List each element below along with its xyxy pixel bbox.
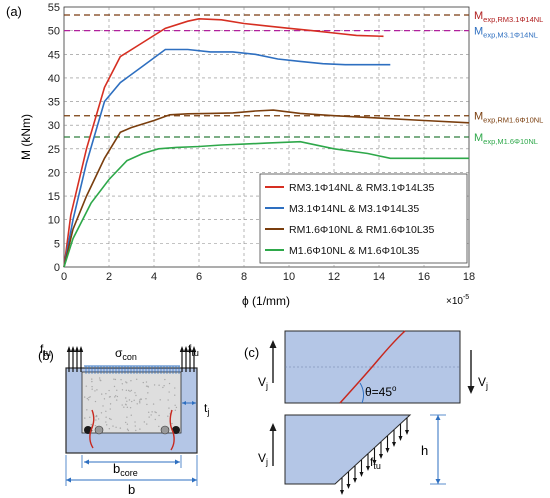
- legend-label-3: M1.6Φ10NL & M1.6Φ10L35: [289, 245, 419, 257]
- x-tick-5: 10: [283, 271, 295, 283]
- series-line-2: [63, 109, 470, 268]
- rebar-left-inner: [94, 425, 104, 435]
- x-tick-8: 16: [418, 271, 430, 283]
- ftu-arrows-right: [179, 346, 197, 372]
- vj-bottom-label: Vj: [258, 451, 268, 467]
- reference-labels: Mexp,RM3.1Φ14NL Mexp,M3.1Φ14NL Mexp,RM1.6Φ…: [474, 10, 543, 146]
- x-tick-7: 14: [373, 271, 385, 283]
- chart-area: 0 2 4 6 8 10 12 14 16 18 0 5 10 15 20 25 30 35 40 45 50 55 ϕ…: [19, 2, 543, 308]
- y-tick-2: 10: [48, 215, 60, 227]
- panel-label-b: (b): [38, 348, 54, 363]
- y-tick-9: 45: [48, 49, 60, 61]
- series-line-0: [63, 17, 384, 268]
- ftu-left-label: ftu: [40, 342, 51, 358]
- ftu-diagonal-arrows: [340, 418, 409, 495]
- ref-label-0: Mexp,RM3.1Φ14NL: [474, 10, 543, 24]
- h-label: h: [421, 443, 428, 458]
- y-tick-4: 20: [48, 167, 60, 179]
- panel-label-c: (c): [244, 345, 259, 360]
- tj-label: tj: [204, 401, 209, 417]
- legend-label-0: RM3.1Φ14NL & RM3.1Φ14L35: [289, 182, 435, 194]
- ref-label-3: Mexp,M1.6Φ10NL: [474, 132, 538, 146]
- ftu-right-label: ftu: [188, 342, 199, 358]
- b-label: b: [128, 482, 135, 497]
- ref-label-1: Mexp,M3.1Φ14NL: [474, 26, 538, 40]
- rebar-right: [172, 426, 180, 434]
- theta-label: θ=45o: [365, 384, 397, 399]
- sigma-con-label: σcon: [115, 346, 137, 362]
- rebar-right-inner: [160, 425, 170, 435]
- legend-label-1: M3.1Φ14NL & M3.1Φ14L35: [289, 203, 419, 215]
- panel-label-a: (a): [6, 4, 22, 19]
- y-axis-label: M (kNm): [19, 114, 33, 160]
- x-tick-2: 4: [151, 271, 157, 283]
- reference-lines: [64, 14, 469, 138]
- crack-left: [89, 409, 95, 449]
- x-tick-3: 6: [196, 271, 202, 283]
- x-multiplier: ×10-5: [446, 294, 469, 307]
- y-tick-10: 50: [48, 26, 60, 38]
- y-tick-5: 25: [48, 144, 60, 156]
- y-tick-8: 40: [48, 73, 60, 85]
- y-tick-6: 30: [48, 120, 60, 132]
- legend: RM3.1Φ14NL & RM3.1Φ14L35 M3.1Φ14NL & M3.1…: [259, 173, 468, 264]
- diagram-b: (b) ftu ftu σcon tj bcore: [38, 342, 209, 497]
- bcore-label: bcore: [113, 461, 138, 478]
- x-tick-6: 12: [328, 271, 340, 283]
- x-tick-4: 8: [241, 271, 247, 283]
- x-tick-9: 18: [463, 271, 475, 283]
- series-line-1: [63, 48, 391, 268]
- legend-items: RM3.1Φ14NL & RM3.1Φ14L35 M3.1Φ14NL & M3.1…: [265, 182, 435, 257]
- legend-box: [259, 173, 468, 264]
- free-body: [284, 414, 412, 485]
- vj-right-label: Vj: [478, 375, 488, 391]
- theta-arc: [359, 382, 364, 404]
- ftu-diag-label: ftu: [370, 455, 381, 471]
- y-tick-7: 35: [48, 97, 60, 109]
- crack-right: [169, 409, 175, 451]
- y-tick-3: 15: [48, 191, 60, 203]
- ref-label-2: Mexp,RM1.6Φ10NL: [474, 111, 543, 125]
- x-tick-labels: 0 2 4 6 8 10 12 14 16 18: [61, 271, 475, 283]
- y-tick-1: 5: [54, 238, 60, 250]
- y-tick-0: 0: [54, 262, 60, 274]
- legend-label-2: RM1.6Φ10NL & RM1.6Φ10L35: [289, 224, 435, 236]
- core-texture: [83, 377, 178, 432]
- series-line-3: [63, 140, 469, 268]
- y-tick-labels: 0 5 10 15 20 25 30 35 40 45 50 55: [48, 2, 60, 274]
- vj-left-label: Vj: [258, 375, 268, 391]
- confinement-pressure-arrows: [84, 365, 180, 374]
- x-tick-1: 2: [106, 271, 112, 283]
- y-tick-11: 55: [48, 2, 60, 14]
- diagram-c: (c) θ=45o Vj Vj Vj ftu h: [244, 330, 488, 495]
- ftu-arrows-left: [66, 346, 84, 372]
- series-group: [63, 17, 470, 268]
- diagonal-crack: [339, 330, 406, 404]
- x-axis-label: ϕ (1/mm): [242, 294, 290, 308]
- x-tick-0: 0: [61, 271, 67, 283]
- core-section: [81, 371, 182, 434]
